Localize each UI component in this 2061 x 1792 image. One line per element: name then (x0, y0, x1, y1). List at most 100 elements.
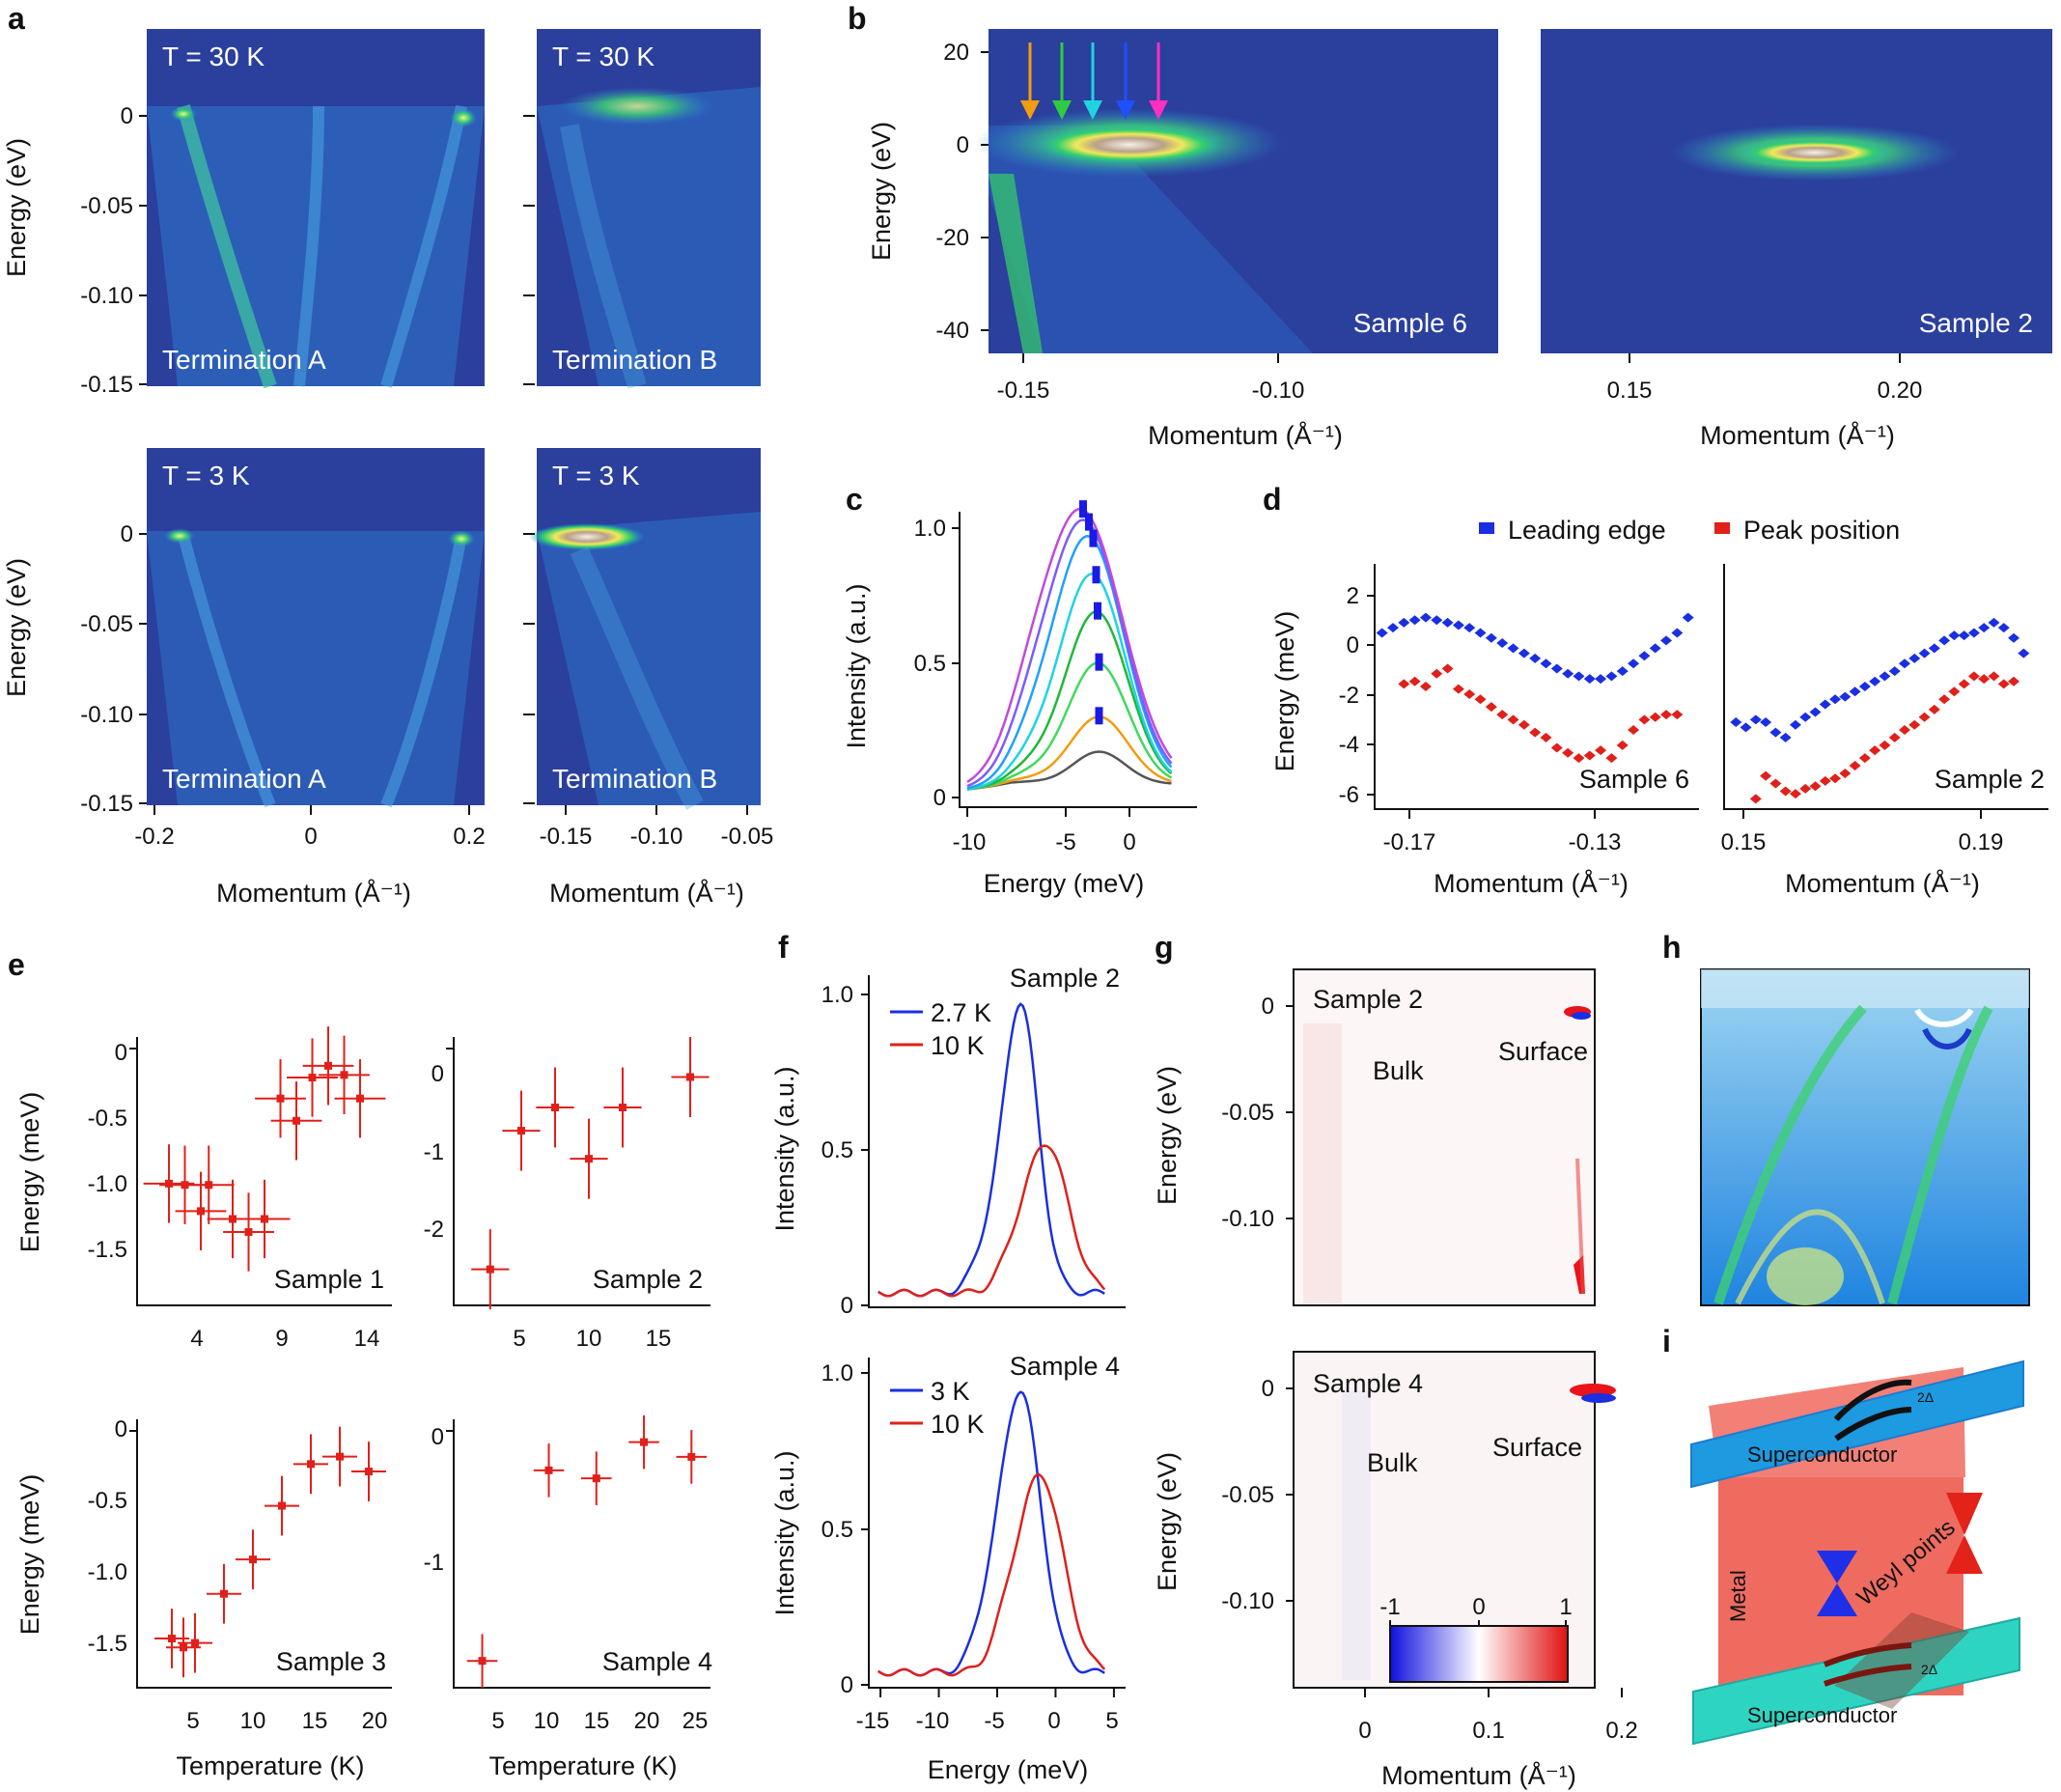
d_right-peak-point (1829, 773, 1842, 784)
d_left-peak-point (1660, 710, 1673, 720)
label-a-termination-b-bottom: Termination B (552, 764, 717, 794)
e_s3-point (180, 1643, 187, 1652)
e_s1-point (356, 1094, 364, 1103)
e_s1-point (324, 1061, 332, 1070)
b-arrowhead-3 (1116, 100, 1135, 120)
d_left-leading-point (1463, 623, 1476, 633)
e_s4-point (592, 1474, 600, 1483)
panel-c: 1.0 0.5 0 Intensity (a.u.) -10 -5 0 Ener… (842, 500, 1197, 898)
d-ytick-4: -6 (1339, 782, 1359, 808)
f-xtick-0: -15 (856, 1708, 890, 1734)
b-arrowhead-2 (1083, 100, 1102, 120)
d_left-peak-point (1463, 688, 1476, 699)
d-xtick-right-1: 0.19 (1959, 829, 2004, 855)
panel-label-f: f (778, 930, 789, 965)
c-peak-marker-6 (1095, 707, 1103, 725)
i-weyl-cone-blue-bottom (1817, 1583, 1857, 1616)
a-xlabel-left: Momentum (Å⁻¹) (216, 878, 411, 908)
d_right-peak-point (1789, 789, 1801, 799)
e-points-group (143, 1026, 710, 1688)
c-series-2 (966, 715, 1172, 791)
d_left-peak-point (1408, 676, 1421, 686)
c-xtick-1: -5 (1055, 829, 1075, 855)
e-s1-ytick-3: -1.5 (88, 1237, 127, 1263)
d_right-leading-point (1908, 653, 1921, 663)
d_right-leading-point (1948, 630, 1961, 641)
c-series-8 (966, 507, 1173, 783)
e-s3-ytick-3: -1.5 (88, 1631, 127, 1657)
c-series-3 (966, 661, 1173, 791)
g-cbar-tick-2: 1 (1559, 1594, 1572, 1620)
g-bot-ytick-0: 0 (1262, 1376, 1274, 1402)
e_s3-point (249, 1555, 257, 1564)
e_s3-point (220, 1589, 228, 1598)
e-s2-ytick-2: -2 (424, 1217, 444, 1243)
d_left-peak-point (1419, 682, 1432, 691)
f-bot-legend-low: 3 K (931, 1377, 970, 1406)
label-a-temp-3k-right: T = 3 K (552, 461, 640, 490)
f-bot-ytick-1: 0.5 (822, 1517, 853, 1543)
a-xtick-right-2: -0.05 (721, 824, 774, 850)
e_s3-point (278, 1501, 286, 1510)
d_left-peak-point (1573, 753, 1585, 764)
e-s1-xtick-0: 4 (190, 1326, 203, 1352)
d-xtick-right-0: 0.15 (1721, 829, 1767, 855)
e-s1-ytick-0: 0 (115, 1040, 127, 1066)
d_left-peak-point (1671, 710, 1684, 720)
d-ylabel: Energy (meV) (1270, 611, 1299, 772)
f-bot-legend-high: 10 K (931, 1410, 985, 1439)
g-colorbar (1389, 1625, 1569, 1683)
d_right-peak-point (1888, 732, 1901, 742)
panel-label-i: i (1662, 1324, 1671, 1358)
i-sc-top-label: Superconductor (1747, 1442, 1897, 1467)
e_s2-point (517, 1127, 525, 1135)
d_right-leading-point (1928, 643, 1940, 654)
b-arrow-group (1020, 42, 1168, 120)
g-top-ytick-1: -0.05 (1221, 1100, 1274, 1126)
d_right-peak-point (1948, 686, 1961, 697)
e-xlabel-right: Temperature (K) (488, 1751, 677, 1780)
i-metal-label: Metal (1726, 1570, 1750, 1622)
a-ytick-bot-1: -0.05 (80, 611, 133, 637)
b-ylabel: Energy (eV) (867, 122, 896, 261)
c-peak-marker-2 (1089, 529, 1098, 547)
d_left-leading-point (1628, 658, 1640, 669)
f-xtick-3: 0 (1047, 1708, 1060, 1734)
d_left-peak-point (1616, 740, 1629, 750)
a-xtick-right-1: -0.10 (630, 824, 683, 850)
g-xtick-2: 0.2 (1605, 1718, 1637, 1744)
d_left-peak-point (1540, 732, 1552, 742)
panel-i: Superconductor Superconductor Metal Weyl… (1690, 1359, 2024, 1746)
d_right-leading-point (1958, 630, 1970, 641)
e_s3-point (168, 1635, 176, 1643)
c-series-7 (966, 518, 1173, 788)
f-top-legend-low: 2.7 K (931, 998, 991, 1027)
a-xlabel-right: Momentum (Å⁻¹) (549, 878, 744, 908)
e-s3-xtick-2: 15 (302, 1708, 328, 1734)
f-top-sample: Sample 2 (1010, 964, 1120, 993)
panel-label-h: h (1662, 930, 1682, 965)
b-xtick-left-1: -0.10 (1252, 378, 1305, 404)
label-a-termination-a-top: Termination A (162, 345, 326, 375)
d_right-leading-point (1898, 658, 1910, 669)
f_bottom-series-10 K (877, 1473, 1106, 1677)
c-xlabel: Energy (meV) (984, 869, 1145, 898)
d_right-peak-point (1839, 768, 1852, 778)
d_right-leading-point (1869, 676, 1881, 686)
d_right-leading-point (1988, 617, 2000, 628)
d_right-leading-point (1918, 648, 1931, 658)
d-xtick-left-1: -0.13 (1569, 829, 1622, 855)
d_left-peak-point (1398, 679, 1410, 689)
f_top-series-2.7 K (877, 1002, 1105, 1298)
g-bot-ytick-2: -0.10 (1221, 1588, 1274, 1614)
d_left-leading-point (1431, 615, 1443, 626)
e_s2-point (619, 1104, 627, 1112)
f-top-ytick-0: 1.0 (822, 982, 853, 1008)
arpes-image-b-sample-6 (975, 29, 1498, 353)
e-s2-ytick-1: -1 (424, 1139, 444, 1165)
e-s3-xtick-0: 5 (186, 1708, 199, 1734)
b-arrowhead-4 (1149, 100, 1168, 120)
d_left-peak-point (1562, 747, 1574, 758)
label-a-temp-30k-right: T = 30 K (552, 42, 655, 71)
g-xtick-0: 0 (1358, 1718, 1371, 1744)
